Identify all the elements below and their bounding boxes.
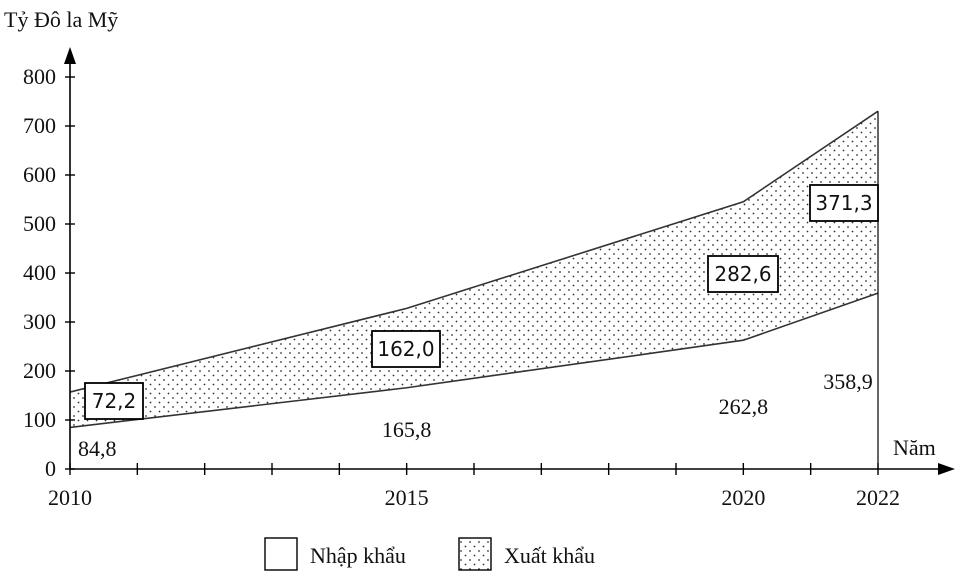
line-nhap-khau (69, 292, 879, 429)
data-label-xuat-khau: 162,0 (377, 337, 434, 361)
y-tick-label: 700 (23, 113, 56, 138)
x-tick-label: 2022 (856, 485, 900, 510)
x-tick-label: 2020 (721, 485, 765, 510)
data-label-xuat-khau: 371,3 (815, 191, 872, 215)
area-nhap-khau (70, 293, 878, 469)
data-label-nhap-khau: 358,9 (823, 369, 873, 394)
x-axis-arrow (938, 463, 955, 475)
y-tick-label: 100 (23, 407, 56, 432)
y-tick-label: 300 (23, 309, 56, 334)
y-axis-arrow (64, 47, 76, 64)
data-label-nhap-khau: 84,8 (78, 436, 117, 461)
x-tick-label: 2015 (385, 485, 429, 510)
x-tick-label: 2010 (48, 485, 92, 510)
data-labels: 84,8 165,8 262,8 358,9 72,2 162,0 282,6 371,3 (78, 184, 879, 461)
data-label-xuat-khau: 282,6 (714, 262, 771, 286)
data-label-nhap-khau: 165,8 (382, 417, 432, 442)
y-tick-label: 200 (23, 358, 56, 383)
y-axis-title: Tỷ Đô la Mỹ (4, 7, 118, 32)
y-tick-label: 400 (23, 260, 56, 285)
y-tick-label: 500 (23, 211, 56, 236)
area-layer (69, 110, 879, 469)
legend-swatch-nhap-khau (264, 537, 298, 571)
data-label-xuat-khau: 72,2 (92, 389, 137, 413)
area-xuat-khau (70, 111, 878, 428)
legend: Nhập khẩu Xuất khẩu (264, 537, 595, 571)
data-label-box-xuat-khau (371, 330, 441, 368)
legend-swatch-xuat-khau (458, 537, 492, 571)
legend-label-xuat-khau: Xuất khẩu (504, 543, 595, 568)
y-tick-label: 0 (45, 456, 56, 481)
legend-label-nhap-khau: Nhập khẩu (310, 543, 406, 568)
data-label-nhap-khau: 262,8 (719, 394, 769, 419)
data-label-box-xuat-khau (809, 184, 879, 222)
y-ticks: 0 100 200 300 400 500 600 700 800 (23, 64, 75, 481)
data-label-box-xuat-khau (707, 255, 779, 293)
y-tick-label: 800 (23, 64, 56, 89)
data-label-box-xuat-khau (84, 382, 144, 420)
y-tick-label: 600 (23, 162, 56, 187)
x-ticks: 2010 2015 2020 2022 (48, 463, 900, 510)
x-axis-title: Năm (893, 435, 936, 460)
line-xuat-khau-top (69, 110, 879, 393)
